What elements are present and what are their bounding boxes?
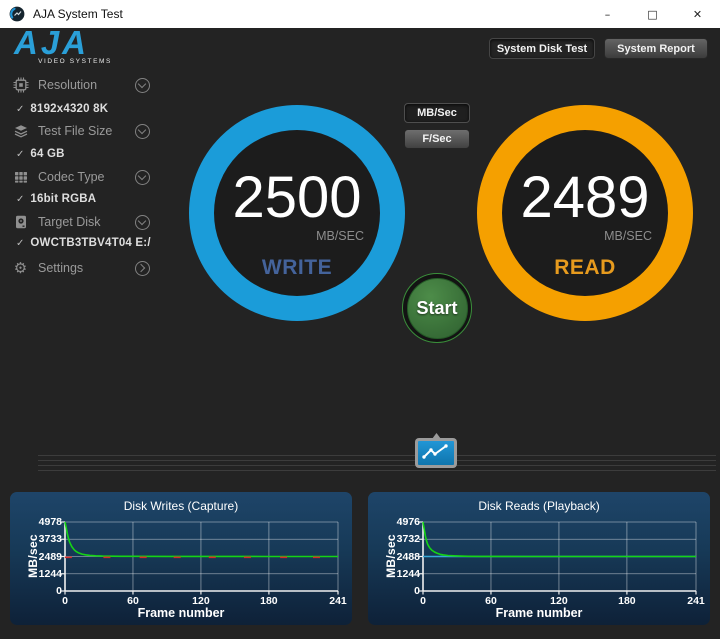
app-icon[interactable] bbox=[9, 6, 25, 22]
plot-area bbox=[61, 521, 339, 595]
disk-icon bbox=[12, 214, 29, 231]
resolution-value: ✓ 8192x4320 8K bbox=[16, 103, 109, 115]
x-tick-label: 180 bbox=[618, 595, 636, 607]
check-icon: ✓ bbox=[16, 148, 25, 160]
chart-title: Disk Reads (Playback) bbox=[478, 499, 600, 513]
sidebar-item-target-disk[interactable]: Target Disk bbox=[12, 212, 150, 232]
window-title: AJA System Test bbox=[33, 7, 123, 21]
chevron-down-icon[interactable] bbox=[135, 123, 150, 139]
chart-screen bbox=[418, 441, 454, 465]
test-file-size-value: ✓ 64 GB bbox=[16, 148, 65, 160]
y-tick-label: 1244 bbox=[396, 567, 420, 580]
x-tick-label: 241 bbox=[687, 595, 705, 607]
sidebar-item-label: Settings bbox=[38, 261, 84, 275]
x-tick-label: 241 bbox=[329, 595, 347, 607]
sidebar-item-test-file-size[interactable]: Test File Size bbox=[12, 121, 150, 141]
sidebar-item-settings[interactable]: ⚙ Settings bbox=[12, 258, 150, 278]
system-disk-test-button[interactable]: System Disk Test bbox=[489, 38, 595, 59]
plot-area bbox=[419, 521, 697, 595]
aja-logo-text: AJA bbox=[14, 24, 90, 61]
close-icon[interactable]: ✕ bbox=[692, 7, 703, 21]
y-tick-label: 2489 bbox=[38, 550, 62, 563]
x-axis-label: Frame number bbox=[495, 606, 583, 620]
y-tick-label: 1244 bbox=[38, 567, 62, 580]
write-speed-unit: MB/SEC bbox=[316, 228, 364, 243]
aja-logo-tagline: VIDEO SYSTEMS bbox=[38, 58, 112, 65]
x-tick-label: 60 bbox=[127, 595, 139, 607]
check-icon: ✓ bbox=[16, 193, 25, 205]
start-button[interactable]: Start bbox=[402, 273, 472, 343]
sidebar-item-label: Codec Type bbox=[38, 170, 105, 184]
chart-title: Disk Writes (Capture) bbox=[123, 499, 239, 513]
y-axis-ticks: 4978 3733 2489 1244 0 bbox=[32, 516, 62, 597]
chevron-down-icon[interactable] bbox=[135, 214, 150, 230]
system-report-button[interactable]: System Report bbox=[604, 38, 708, 59]
divider-stripes bbox=[38, 455, 716, 472]
chevron-right-icon[interactable] bbox=[135, 260, 150, 276]
y-tick-label: 3732 bbox=[396, 533, 420, 546]
x-axis-ticks: 0 60 120 180 241 bbox=[420, 595, 705, 607]
check-icon: ✓ bbox=[16, 237, 25, 249]
write-gauge-label: WRITE bbox=[261, 255, 333, 279]
read-gauge: 2489 MB/SEC READ bbox=[477, 105, 693, 321]
fsec-toggle-button[interactable]: F/Sec bbox=[404, 129, 470, 149]
read-speed-value: 2489 bbox=[520, 164, 650, 230]
maximize-icon[interactable]: □ bbox=[647, 7, 658, 21]
write-gauge: 2500 MB/SEC WRITE bbox=[189, 105, 405, 321]
x-tick-label: 0 bbox=[62, 595, 68, 607]
sidebar-item-label: Target Disk bbox=[38, 215, 101, 229]
x-axis-label: Frame number bbox=[137, 606, 225, 620]
chevron-down-icon[interactable] bbox=[135, 77, 150, 93]
read-gauge-label: READ bbox=[554, 255, 616, 279]
disk-reads-chart-panel: Disk Reads (Playback) MB/sec 4976 3732 248… bbox=[368, 492, 710, 625]
mbsec-toggle-button[interactable]: MB/Sec bbox=[404, 103, 470, 123]
disk-writes-chart-panel: Disk Writes (Capture) MB/sec 4978 3733 248… bbox=[10, 492, 352, 625]
sidebar-item-codec-type[interactable]: Codec Type bbox=[12, 167, 150, 187]
x-tick-label: 60 bbox=[485, 595, 497, 607]
chevron-down-icon[interactable] bbox=[135, 169, 150, 185]
aja-logo: AJA VIDEO SYSTEMS bbox=[14, 24, 112, 65]
x-tick-label: 120 bbox=[192, 595, 210, 607]
sidebar-item-label: Resolution bbox=[38, 78, 98, 92]
x-axis-ticks: 0 60 120 180 241 bbox=[62, 595, 347, 607]
target-disk-value: ✓ OWCTB3TBV4T04 E:/ bbox=[16, 237, 151, 249]
y-tick-label: 0 bbox=[56, 585, 62, 597]
layers-icon bbox=[12, 123, 29, 140]
sidebar-item-resolution[interactable]: Resolution bbox=[12, 75, 150, 95]
chart-view-icon[interactable] bbox=[415, 433, 457, 468]
x-tick-label: 180 bbox=[260, 595, 278, 607]
y-tick-label: 0 bbox=[414, 585, 420, 597]
y-tick-label: 4978 bbox=[38, 516, 62, 528]
write-speed-value: 2500 bbox=[232, 164, 362, 230]
check-icon: ✓ bbox=[16, 103, 25, 115]
line-chart-glyph bbox=[422, 444, 448, 459]
chip-icon bbox=[12, 77, 29, 94]
start-button-label: Start bbox=[406, 277, 468, 339]
grid-icon bbox=[12, 169, 29, 186]
minimize-icon[interactable]: – bbox=[604, 7, 611, 21]
x-tick-label: 0 bbox=[420, 595, 426, 607]
y-tick-label: 2488 bbox=[396, 550, 420, 563]
gear-icon: ⚙ bbox=[13, 258, 28, 277]
y-tick-label: 3733 bbox=[38, 533, 62, 546]
read-speed-unit: MB/SEC bbox=[604, 228, 652, 243]
y-axis-ticks: 4976 3732 2488 1244 0 bbox=[390, 516, 420, 597]
x-tick-label: 120 bbox=[550, 595, 568, 607]
y-tick-label: 4976 bbox=[396, 516, 420, 528]
sidebar-item-label: Test File Size bbox=[38, 124, 113, 138]
chart-view-notch bbox=[432, 433, 441, 439]
codec-type-value: ✓ 16bit RGBA bbox=[16, 193, 97, 205]
window-titlebar[interactable]: AJA System Test – □ ✕ bbox=[0, 0, 720, 28]
